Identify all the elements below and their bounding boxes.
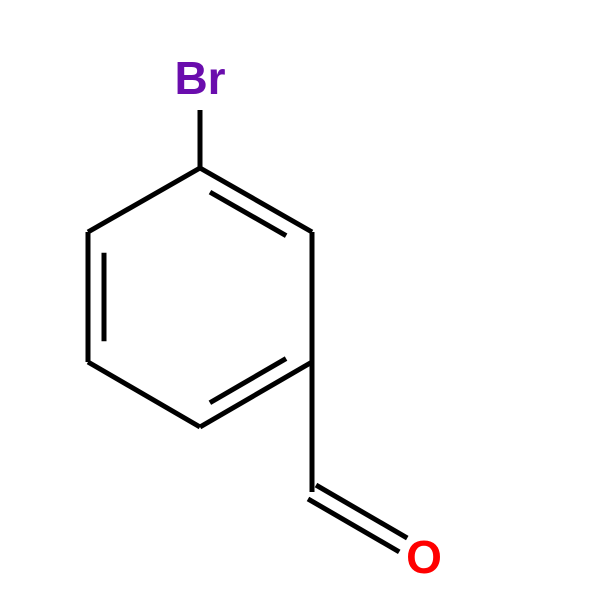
br-atom-label: Br <box>174 52 225 104</box>
o-atom-label: O <box>406 531 442 583</box>
molecule-diagram: Br O <box>0 0 600 600</box>
